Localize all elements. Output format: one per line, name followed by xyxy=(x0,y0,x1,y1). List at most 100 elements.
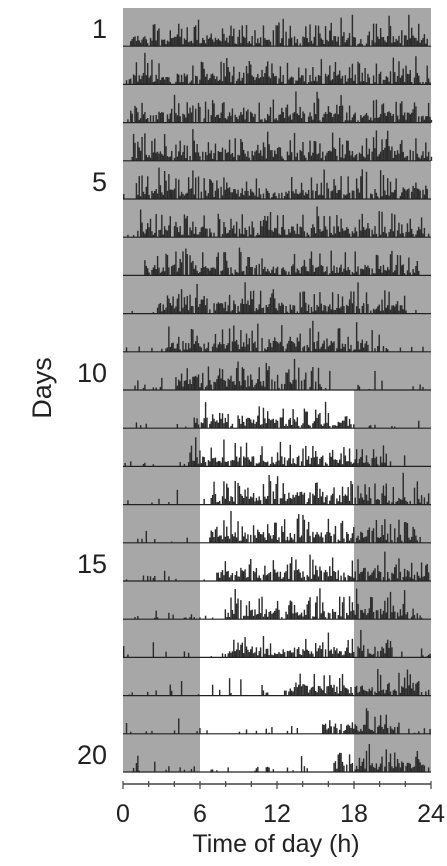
activity-bar xyxy=(234,651,236,658)
activity-bar xyxy=(427,572,430,581)
activity-bar xyxy=(296,457,299,467)
activity-bar xyxy=(286,234,289,238)
activity-bar xyxy=(264,38,266,47)
activity-bar xyxy=(307,152,310,161)
activity-bar xyxy=(391,766,393,772)
activity-bar xyxy=(408,74,410,85)
activity-bar xyxy=(317,331,320,352)
activity-bar xyxy=(279,42,282,47)
activity-bar xyxy=(316,81,318,85)
activity-bar xyxy=(367,500,369,505)
activity-bar xyxy=(333,684,335,696)
activity-bar xyxy=(305,614,307,620)
activity-bar xyxy=(361,169,363,199)
activity-bar xyxy=(401,75,403,85)
activity-bar xyxy=(314,310,317,314)
activity-bar xyxy=(346,725,348,734)
activity-bar xyxy=(362,689,365,696)
activity-bar xyxy=(355,537,358,543)
activity-bar xyxy=(314,25,317,47)
activity-bar xyxy=(307,234,310,238)
activity-bar xyxy=(418,157,420,161)
activity-bar xyxy=(281,526,283,543)
activity-bar xyxy=(218,40,221,47)
activity-bar xyxy=(185,158,187,161)
activity-bar xyxy=(211,458,214,467)
activity-bar xyxy=(386,502,389,505)
activity-bar xyxy=(149,115,152,123)
activity-bar xyxy=(200,191,203,199)
activity-bar xyxy=(295,464,297,467)
activity-bar xyxy=(423,497,426,505)
y-axis-label: Days xyxy=(27,357,57,419)
activity-bar xyxy=(368,728,371,734)
activity-bar xyxy=(371,120,373,123)
activity-bar xyxy=(355,685,358,696)
activity-bar xyxy=(343,654,345,658)
activity-bar xyxy=(316,267,318,276)
activity-bar xyxy=(303,345,306,352)
activity-bar xyxy=(415,138,417,161)
activity-bar xyxy=(370,765,372,772)
activity-bar xyxy=(303,609,306,620)
activity-bar xyxy=(343,346,345,352)
activity-bar xyxy=(233,189,235,199)
activity-bar xyxy=(230,82,232,85)
activity-bar xyxy=(398,222,400,238)
activity-bar xyxy=(144,36,146,47)
activity-bar xyxy=(238,29,241,47)
activity-bar xyxy=(409,114,411,123)
activity-bar xyxy=(306,310,308,314)
activity-bar xyxy=(331,425,334,429)
activity-bar xyxy=(289,418,291,429)
activity-bar xyxy=(347,78,349,85)
activity-bar xyxy=(248,417,251,429)
activity-bar xyxy=(223,520,225,543)
activity-bar xyxy=(192,460,194,467)
activity-bar xyxy=(379,650,382,658)
activity-bar xyxy=(194,437,197,467)
activity-bar xyxy=(391,115,393,123)
activity-bar xyxy=(210,150,212,161)
activity-bar xyxy=(202,226,204,238)
activity-bar xyxy=(265,271,267,276)
activity-bar xyxy=(223,252,225,276)
activity-bar xyxy=(418,116,420,123)
activity-bar xyxy=(306,575,308,581)
activity-bar xyxy=(367,115,369,123)
activity-bar xyxy=(185,380,187,390)
activity-bar xyxy=(322,230,324,238)
activity-bar xyxy=(131,113,133,123)
activity-bar xyxy=(227,487,229,505)
activity-bar xyxy=(405,522,407,543)
activity-bar xyxy=(320,59,323,85)
activity-bar xyxy=(374,148,376,161)
activity-bar xyxy=(209,379,211,390)
activity-bar xyxy=(353,37,355,47)
activity-bar xyxy=(166,40,169,47)
activity-bar xyxy=(234,442,236,467)
activity-bar xyxy=(227,188,229,199)
activity-bar xyxy=(282,158,284,161)
activity-bar xyxy=(319,588,321,620)
activity-bar xyxy=(403,188,406,199)
activity-bar xyxy=(183,349,186,352)
activity-bar xyxy=(213,481,215,505)
activity-bar xyxy=(178,74,180,85)
activity-bar xyxy=(310,370,313,390)
activity-bar xyxy=(410,27,413,47)
activity-bar xyxy=(326,76,328,85)
activity-bar xyxy=(340,690,342,696)
activity-bar xyxy=(410,346,413,352)
activity-bar xyxy=(420,116,423,123)
activity-bar xyxy=(391,305,393,314)
activity-bar xyxy=(420,765,423,772)
activity-bar xyxy=(193,140,195,161)
activity-bar xyxy=(299,192,301,199)
activity-bar xyxy=(303,492,306,505)
activity-bar xyxy=(237,521,239,543)
activity-bar xyxy=(154,232,156,238)
activity-bar xyxy=(178,336,180,352)
activity-bar xyxy=(262,574,265,581)
activity-bar xyxy=(248,564,251,581)
